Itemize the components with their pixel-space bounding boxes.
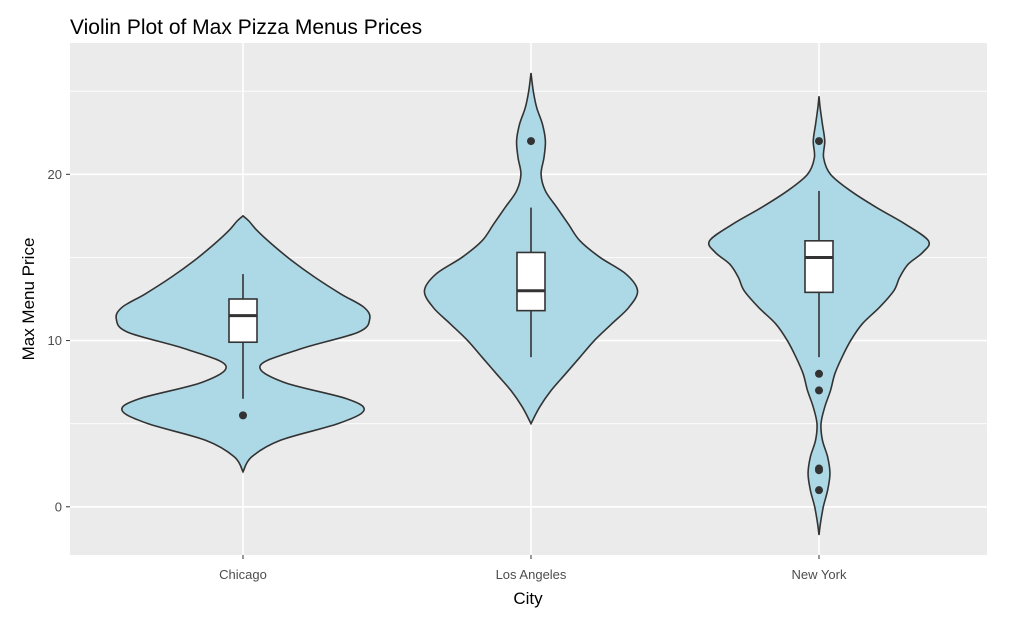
box — [804, 240, 834, 294]
y-axis: 0 10 20 — [48, 167, 70, 514]
outlier-point — [815, 466, 823, 475]
box — [516, 251, 546, 312]
y-tick-label: 10 — [48, 333, 62, 348]
y-tick-label: 0 — [55, 499, 62, 514]
y-tick-label: 20 — [48, 167, 62, 182]
x-tick-label: Chicago — [219, 567, 267, 582]
violin-los-angeles — [423, 72, 639, 426]
outlier-point — [815, 369, 823, 378]
x-axis: Chicago Los Angeles New York — [219, 555, 847, 582]
outlier-point — [815, 486, 823, 495]
violin-chicago — [115, 214, 371, 474]
x-tick-label: Los Angeles — [496, 567, 567, 582]
outlier-point — [815, 386, 823, 395]
outlier-point — [239, 411, 247, 420]
outlier-point — [815, 137, 823, 146]
x-tick-label: New York — [792, 567, 847, 582]
y-axis-title: Max Menu Price — [19, 238, 38, 361]
chart-title: Violin Plot of Max Pizza Menus Prices — [70, 16, 422, 39]
violins — [115, 72, 931, 536]
box — [228, 298, 258, 344]
violin-new-york — [707, 96, 931, 536]
outlier-point — [527, 137, 535, 146]
x-axis-title: City — [513, 589, 543, 608]
